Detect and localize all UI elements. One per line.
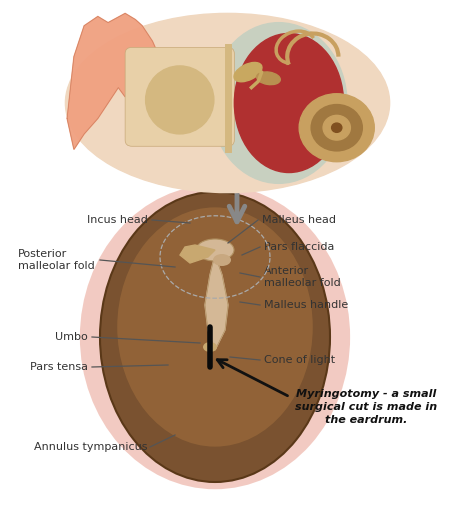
Text: Umbo: Umbo xyxy=(55,332,88,342)
Ellipse shape xyxy=(117,208,313,447)
Ellipse shape xyxy=(196,239,234,261)
Ellipse shape xyxy=(256,72,280,84)
Polygon shape xyxy=(180,245,215,263)
FancyBboxPatch shape xyxy=(125,47,234,146)
Ellipse shape xyxy=(210,23,347,183)
Ellipse shape xyxy=(65,13,390,193)
Text: Pars flaccida: Pars flaccida xyxy=(264,242,334,252)
Text: Malleus handle: Malleus handle xyxy=(264,300,348,310)
Ellipse shape xyxy=(146,66,214,134)
Ellipse shape xyxy=(80,185,350,489)
Text: Cone of light: Cone of light xyxy=(264,355,335,365)
Text: Annulus tympanicus: Annulus tympanicus xyxy=(35,442,148,452)
Polygon shape xyxy=(205,255,228,350)
Ellipse shape xyxy=(234,33,344,173)
Ellipse shape xyxy=(332,123,342,132)
Ellipse shape xyxy=(299,94,374,162)
Text: Pars tensa: Pars tensa xyxy=(30,362,88,372)
Text: Posterior
malleolar fold: Posterior malleolar fold xyxy=(18,249,95,271)
Polygon shape xyxy=(67,13,159,149)
Text: Incus head: Incus head xyxy=(87,215,148,225)
Ellipse shape xyxy=(234,62,262,82)
Ellipse shape xyxy=(323,115,350,140)
Text: Anterior
malleolar fold: Anterior malleolar fold xyxy=(264,266,341,288)
Ellipse shape xyxy=(203,342,217,352)
Text: Myringotomy - a small
surgical cut is made in
the eardrum.: Myringotomy - a small surgical cut is ma… xyxy=(295,389,437,425)
Ellipse shape xyxy=(213,254,231,266)
Text: Malleus head: Malleus head xyxy=(262,215,336,225)
Ellipse shape xyxy=(100,192,330,482)
Ellipse shape xyxy=(311,105,362,151)
